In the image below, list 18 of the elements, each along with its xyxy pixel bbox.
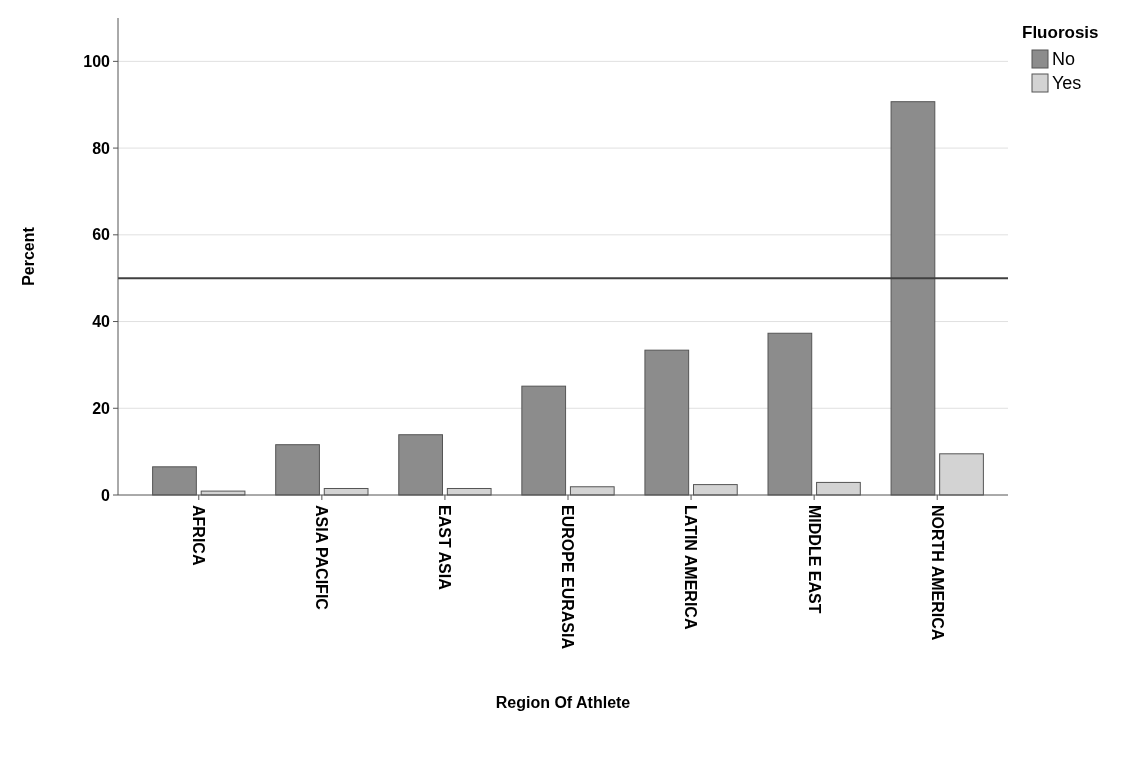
y-tick-label: 100 — [83, 52, 111, 70]
x-tick-label: AFRICA — [190, 505, 208, 566]
x-tick-label: ASIA PACIFIC — [313, 505, 331, 611]
legend-title: Fluorosis — [1022, 23, 1099, 42]
y-tick-label: 0 — [101, 486, 111, 504]
y-tick-label: 60 — [92, 226, 111, 244]
y-axis-title: Percent — [20, 226, 37, 286]
y-tick-label: 20 — [92, 399, 111, 417]
legend-label: No — [1052, 49, 1076, 70]
y-tick-label: 40 — [92, 313, 111, 331]
legend-label: Yes — [1052, 73, 1082, 94]
x-tick-label: MIDDLE EAST — [805, 505, 823, 614]
x-tick-label: LATIN AMERICA — [682, 505, 700, 630]
x-tick-label: EAST ASIA — [436, 505, 454, 591]
x-axis-title: Region Of Athlete — [495, 694, 631, 711]
y-tick-label: 80 — [92, 139, 111, 157]
x-tick-label: EUROPE EURASIA — [559, 505, 577, 650]
x-tick-label: NORTH AMERICA — [928, 505, 946, 641]
